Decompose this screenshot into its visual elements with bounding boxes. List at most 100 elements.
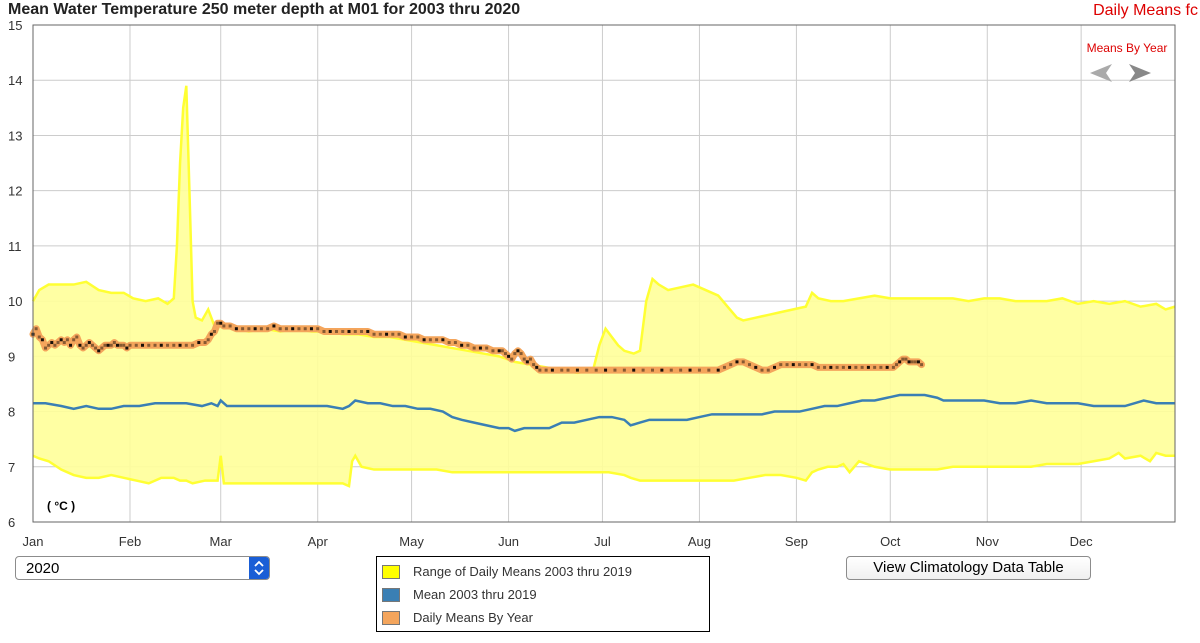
x-tick-label: Jul <box>594 534 611 549</box>
y-tick-label: 11 <box>8 239 22 254</box>
daily-point <box>191 343 195 347</box>
daily-point <box>47 343 51 347</box>
daily-point <box>44 346 48 350</box>
daily-point <box>372 332 376 336</box>
daily-point <box>650 368 654 372</box>
daily-point <box>147 343 151 347</box>
daily-point <box>688 368 692 372</box>
daily-point <box>898 360 902 364</box>
daily-point <box>106 343 110 347</box>
daily-series <box>29 319 926 374</box>
daily-point <box>910 360 914 364</box>
year-select[interactable]: 2020 <box>15 556 270 580</box>
daily-point <box>513 352 517 356</box>
daily-point <box>550 368 554 372</box>
daily-point <box>153 343 157 347</box>
daily-point <box>441 338 445 342</box>
daily-point <box>62 341 66 345</box>
y-tick-label: 13 <box>8 128 22 143</box>
daily-point <box>873 365 877 369</box>
daily-point <box>773 365 777 369</box>
daily-point <box>594 368 598 372</box>
daily-point <box>297 327 301 331</box>
daily-point <box>65 338 69 342</box>
daily-point <box>334 329 338 333</box>
range-lower-line <box>32 451 1175 488</box>
daily-point <box>134 343 138 347</box>
daily-point <box>516 349 520 353</box>
daily-point <box>907 360 911 364</box>
left-arrow-icon[interactable] <box>1090 64 1112 82</box>
chart-axes: 6 7 8 9 10 11 12 13 14 15 Jan Feb Mar Apr May Jun Jul Aug… <box>8 18 1093 549</box>
daily-point <box>895 363 899 367</box>
means-by-year-label[interactable]: Means By Year <box>1087 41 1168 55</box>
daily-point <box>322 329 326 333</box>
y-tick-label: 8 <box>8 405 15 420</box>
daily-point <box>81 346 85 350</box>
legend-label-range: Range of Daily Means 2003 thru 2019 <box>413 564 632 579</box>
daily-point <box>901 357 905 361</box>
daily-point <box>791 363 795 367</box>
daily-point <box>835 365 839 369</box>
year-select-value: 2020 <box>26 560 60 577</box>
daily-point <box>87 341 91 345</box>
daily-point <box>115 343 119 347</box>
daily-point <box>100 346 104 350</box>
daily-point <box>112 341 116 345</box>
daily-point <box>397 332 401 336</box>
daily-point <box>241 327 245 331</box>
daily-point <box>735 360 739 364</box>
daily-point <box>341 329 345 333</box>
daily-point <box>716 368 720 372</box>
daily-point <box>532 363 536 367</box>
daily-point <box>500 349 504 353</box>
daily-point <box>679 368 683 372</box>
daily-point <box>741 360 745 364</box>
daily-point <box>410 335 414 339</box>
daily-point <box>485 346 489 350</box>
view-climatology-button[interactable]: View Climatology Data Table <box>846 556 1091 580</box>
x-tick-label: Apr <box>308 534 329 549</box>
daily-point <box>228 324 232 328</box>
daily-point <box>491 349 495 353</box>
daily-point <box>891 365 895 369</box>
daily-point <box>278 327 282 331</box>
mean-series <box>33 393 1175 433</box>
daily-point <box>347 329 351 333</box>
mean-line <box>33 393 1175 433</box>
daily-point <box>785 363 789 367</box>
daily-point <box>97 349 101 353</box>
right-arrow-icon[interactable] <box>1129 64 1151 82</box>
daily-point <box>460 343 464 347</box>
x-tick-label: Oct <box>880 534 901 549</box>
daily-point <box>422 338 426 342</box>
daily-point <box>779 363 783 367</box>
y-tick-label: 10 <box>8 294 22 309</box>
daily-point <box>75 335 79 339</box>
legend-swatch-daily <box>382 611 400 625</box>
daily-point <box>660 368 664 372</box>
x-tick-label: Jan <box>23 534 44 549</box>
daily-point <box>575 368 579 372</box>
daily-point <box>829 365 833 369</box>
daily-point <box>478 346 482 350</box>
daily-point <box>94 346 98 350</box>
y-tick-label: 12 <box>8 184 22 199</box>
daily-point <box>34 327 38 331</box>
daily-point <box>40 338 44 342</box>
daily-point <box>866 365 870 369</box>
daily-point <box>403 335 407 339</box>
y-tick-label: 15 <box>8 18 22 33</box>
daily-point <box>59 338 63 342</box>
daily-point <box>472 346 476 350</box>
x-tick-label: Aug <box>688 534 711 549</box>
y-tick-label: 9 <box>8 349 15 364</box>
daily-point <box>159 343 163 347</box>
daily-point <box>309 327 313 331</box>
chevron-updown-icon[interactable] <box>249 557 269 579</box>
daily-point <box>754 365 758 369</box>
daily-point <box>544 368 548 372</box>
daily-point <box>353 329 357 333</box>
daily-point <box>391 332 395 336</box>
daily-means-link[interactable]: Daily Means fc <box>1093 2 1198 19</box>
